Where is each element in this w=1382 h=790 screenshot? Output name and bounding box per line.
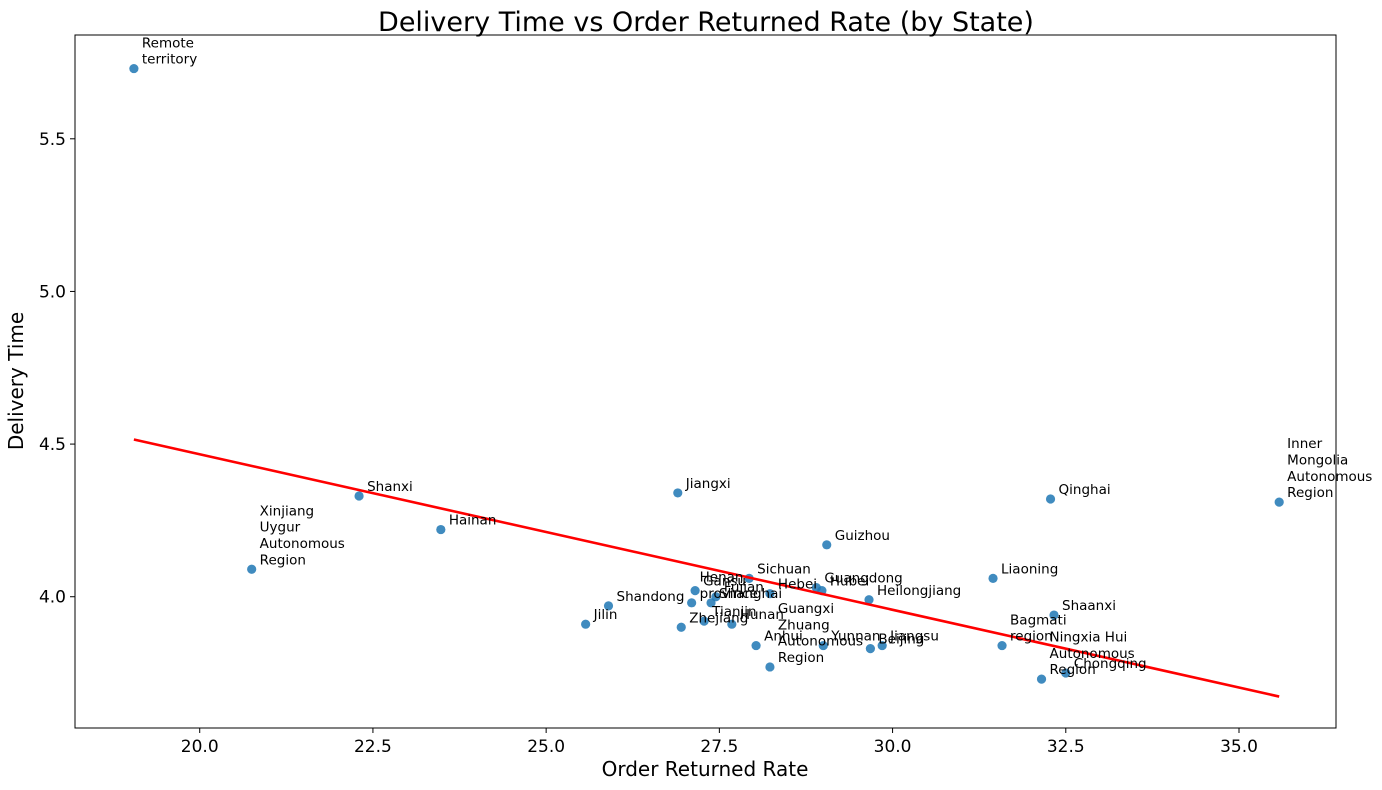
x-tick-label: 30.0	[874, 737, 912, 757]
x-tick-label: 27.5	[700, 737, 738, 757]
point-label: Xinjiang Uygur Autonomous Region	[260, 503, 345, 568]
data-point	[699, 616, 709, 626]
point-label: Tianjin	[711, 604, 756, 620]
point-label: Jiangsu	[889, 629, 939, 645]
data-point	[247, 564, 257, 574]
data-point	[1045, 494, 1056, 504]
axes-frame	[74, 34, 1337, 729]
data-point	[1036, 674, 1047, 684]
data-point	[711, 592, 721, 602]
point-label: Anhui	[764, 629, 803, 645]
data-point	[676, 622, 686, 632]
point-label: Shaanxi	[1062, 598, 1116, 614]
data-point	[818, 640, 828, 651]
point-label: Sichuan	[757, 561, 811, 577]
point-label: Guizhou	[835, 528, 890, 544]
y-tick-label: 5.5	[39, 130, 66, 150]
point-label: Hebei	[778, 577, 817, 593]
point-label: Guangdong	[824, 571, 902, 587]
data-point	[1061, 668, 1071, 678]
data-point	[1049, 610, 1059, 620]
data-point	[1274, 497, 1284, 507]
data-point	[436, 524, 446, 535]
point-label: Chongqing	[1074, 656, 1147, 672]
point-label: Jiangxi	[685, 476, 731, 492]
point-label: Ningxia Hui Autonomous Region	[1050, 630, 1135, 679]
data-point	[822, 540, 832, 550]
x-tick-label: 20.0	[181, 737, 219, 757]
point-label: Shandong	[617, 589, 685, 605]
data-point	[603, 601, 614, 611]
data-point	[673, 488, 683, 498]
data-point	[765, 589, 775, 599]
point-label: Bagmati region	[1010, 612, 1067, 644]
plot-area: Remote territory Xinjiang Uygur Autonomous Re…	[129, 35, 1372, 698]
data-point	[997, 640, 1007, 651]
point-label: Inner Mongolia Autonomous Region	[1287, 436, 1372, 501]
x-axis-ticks: 20.0 22.5 25.0 27.5 30.0 32.5 35.0	[181, 728, 1258, 757]
point-label: Zhejiang	[689, 610, 748, 626]
y-axis-ticks: 4.0 4.5 5.0 5.5	[39, 130, 75, 608]
point-label: Remote territory	[142, 35, 197, 67]
point-label: Hainan	[449, 513, 497, 529]
data-point	[727, 619, 737, 629]
point-label: Qinghai	[1059, 482, 1111, 498]
data-point	[581, 619, 591, 629]
x-axis-label: Order Returned Rate	[602, 757, 809, 781]
data-point	[877, 640, 887, 651]
point-label: Heilongjiang	[877, 583, 961, 599]
point-label: Gansu	[703, 574, 746, 590]
point-label: Liaoning	[1001, 561, 1058, 577]
data-point	[988, 573, 998, 584]
x-tick-label: 22.5	[354, 737, 392, 757]
y-tick-label: 4.0	[39, 588, 66, 608]
point-label: Yunnan	[830, 629, 880, 645]
y-axis-label: Delivery Time	[4, 312, 28, 450]
point-label: Henan province	[700, 570, 758, 602]
point-label: Guangxi Zhuang Autonomous Region	[778, 601, 863, 666]
chart-title: Delivery Time vs Order Returned Rate (by…	[378, 7, 1034, 38]
trend-line	[133, 438, 1280, 698]
data-point	[865, 644, 876, 654]
point-label: Jilin	[593, 607, 618, 623]
data-point	[765, 662, 775, 672]
y-tick-label: 4.5	[39, 435, 66, 455]
data-point	[690, 586, 700, 596]
point-label: Shanghai	[719, 586, 782, 602]
point-label: Shanxi	[367, 479, 413, 495]
y-tick-label: 5.0	[39, 282, 66, 302]
data-point	[864, 595, 874, 605]
data-point	[687, 598, 697, 608]
data-point	[354, 491, 364, 501]
point-label: Hunan	[740, 607, 784, 623]
point-label: Fujian	[724, 580, 764, 596]
x-tick-label: 35.0	[1220, 737, 1258, 757]
x-tick-label: 25.0	[527, 737, 565, 757]
data-point	[129, 63, 139, 74]
point-label: Hubei	[830, 574, 869, 590]
point-label: Beijing	[878, 632, 924, 648]
data-point	[751, 640, 761, 651]
x-tick-label: 32.5	[1047, 737, 1085, 757]
